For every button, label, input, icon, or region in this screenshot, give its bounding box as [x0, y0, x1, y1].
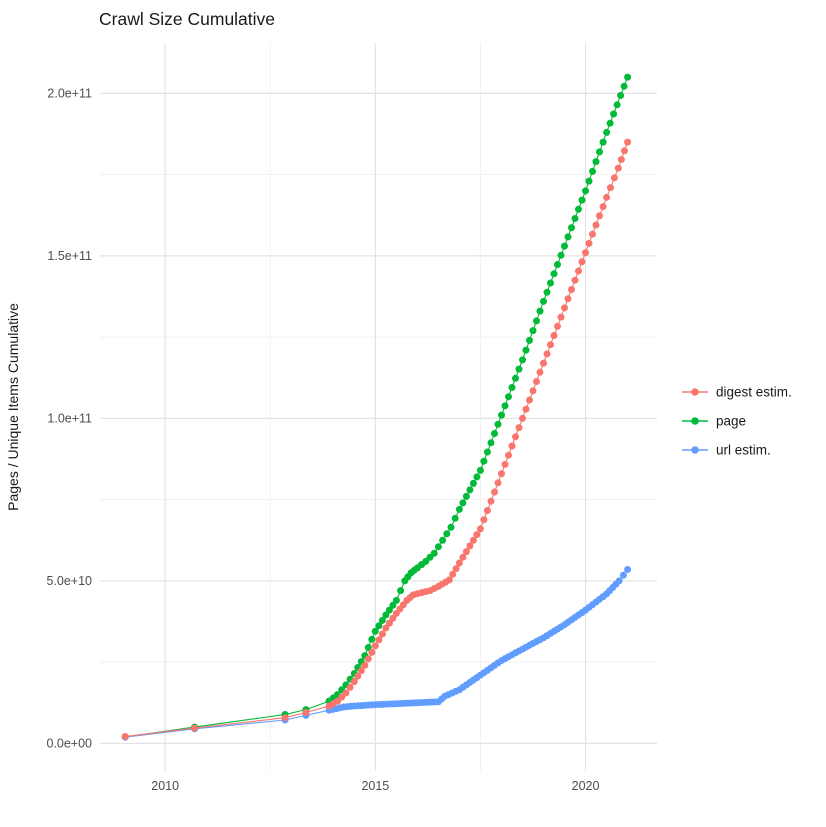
y-tick-label: 1.5e+11 — [47, 249, 92, 263]
series-line — [125, 569, 629, 738]
legend-item-url-estim: url estim. — [682, 443, 771, 458]
series-layer — [121, 73, 632, 741]
legend-dot-icon — [691, 388, 699, 396]
grid-layer — [100, 43, 657, 771]
series-page — [121, 73, 632, 741]
x-tick-label: 2010 — [151, 779, 179, 793]
chart-title: Crawl Size Cumulative — [99, 9, 275, 29]
legend-item-page: page — [682, 414, 746, 429]
legend-label: digest estim. — [716, 385, 792, 400]
x-tick-label: 2020 — [572, 779, 600, 793]
series-url-estim — [121, 566, 632, 741]
legend-label: url estim. — [716, 443, 771, 458]
legend: digest estim. page url estim. — [682, 385, 792, 458]
legend-dot-icon — [691, 446, 699, 454]
y-tick-label: 5.0e+10 — [46, 574, 92, 588]
legend-label: page — [716, 414, 746, 429]
y-axis-title: Pages / Unique Items Cumulative — [5, 303, 21, 511]
x-tick-label: 2015 — [361, 779, 389, 793]
y-tick-label: 2.0e+11 — [47, 87, 92, 101]
legend-item-digest-estim: digest estim. — [682, 385, 792, 400]
y-tick-label: 0.0e+00 — [46, 737, 92, 751]
y-tick-label: 1.0e+11 — [47, 412, 92, 426]
tick-layer: 0.0e+00 5.0e+10 1.0e+11 1.5e+11 2.0e+11 2010 2… — [46, 87, 599, 793]
series-digest-estim — [121, 138, 632, 740]
legend-dot-icon — [691, 417, 699, 425]
